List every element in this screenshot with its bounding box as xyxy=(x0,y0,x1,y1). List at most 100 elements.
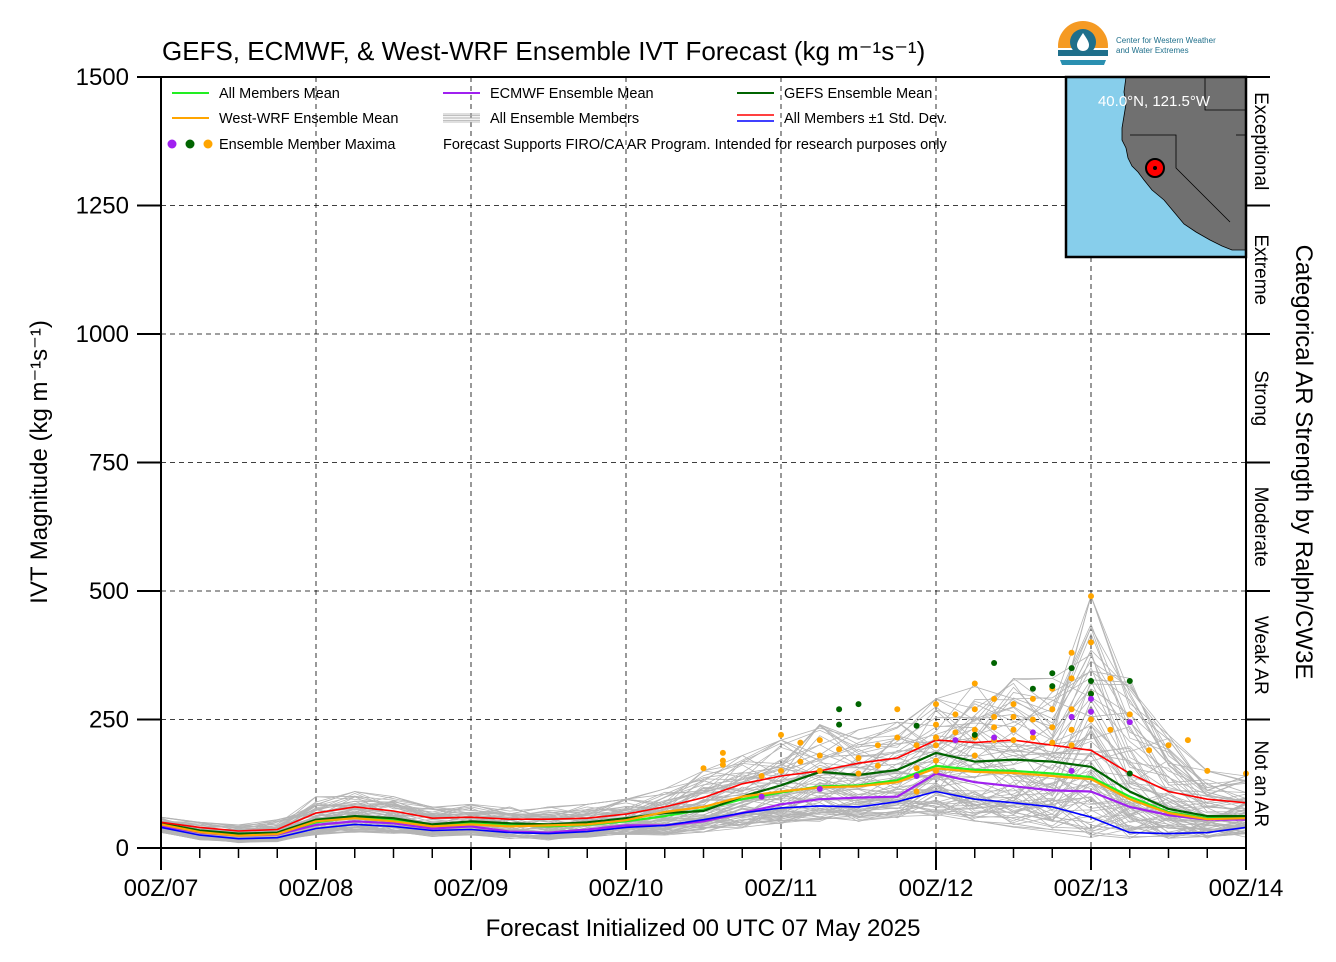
maxima-point xyxy=(1029,716,1036,723)
ensemble-member-line xyxy=(161,688,1246,830)
maxima-point xyxy=(719,749,726,756)
maxima-point xyxy=(836,721,843,728)
member-maxima xyxy=(700,593,1249,800)
ensemble-member-line xyxy=(161,679,1246,828)
x-tick-label: 00Z/10 xyxy=(589,875,664,902)
maxima-point xyxy=(1068,706,1075,713)
maxima-point xyxy=(855,701,862,708)
legend-swatch xyxy=(185,139,195,149)
series-line xyxy=(161,767,1246,837)
maxima-point xyxy=(913,742,920,749)
inset-coordinates: 40.0°N, 121.5°W xyxy=(1098,93,1211,110)
maxima-point xyxy=(1088,708,1094,715)
ensemble-member-line xyxy=(161,660,1246,826)
maxima-point xyxy=(991,724,998,731)
maxima-point xyxy=(933,721,939,728)
maxima-point xyxy=(1029,729,1036,736)
legend-swatch xyxy=(203,139,213,149)
x-tick-label: 00Z/14 xyxy=(1209,875,1284,902)
x-tick-label: 00Z/08 xyxy=(279,875,354,902)
series-line xyxy=(161,772,1246,837)
x-axis-label: Forecast Initialized 00 UTC 07 May 2025 xyxy=(486,915,921,942)
maxima-point xyxy=(1184,737,1191,744)
maxima-point xyxy=(758,773,765,779)
category-label: Weak AR xyxy=(1250,616,1271,695)
legend-label: All Members Mean xyxy=(219,86,340,102)
maxima-point xyxy=(1049,670,1056,677)
maxima-point xyxy=(913,722,920,729)
maxima-point xyxy=(1107,726,1114,733)
maxima-point xyxy=(816,737,823,744)
maxima-point xyxy=(894,734,901,741)
maxima-point xyxy=(855,755,862,761)
maxima-point xyxy=(971,706,978,713)
maxima-point xyxy=(913,788,920,795)
maxima-point xyxy=(1146,747,1153,754)
series-lines xyxy=(161,739,1246,840)
maxima-point xyxy=(1010,713,1017,720)
category-label: Not an AR xyxy=(1250,740,1271,827)
legend-label: Ensemble Member Maxima xyxy=(219,137,396,153)
maxima-point xyxy=(1165,742,1172,749)
maxima-point xyxy=(933,742,939,749)
ensemble-member-line xyxy=(161,796,1246,841)
series-line xyxy=(161,790,1246,840)
category-label: Extreme xyxy=(1250,234,1271,305)
maxima-point xyxy=(1049,683,1056,690)
y-tick-label: 250 xyxy=(89,707,129,734)
maxima-point xyxy=(933,767,939,774)
maxima-point xyxy=(836,746,843,753)
y-tick-label: 750 xyxy=(89,450,129,477)
ensemble-member-line xyxy=(161,725,1246,835)
maxima-point xyxy=(719,757,726,764)
logo-org-line2: and Water Extremes xyxy=(1116,46,1189,55)
x-tick-label: 00Z/11 xyxy=(745,875,818,902)
maxima-point xyxy=(991,695,998,702)
legend: All Members Mean ECMWF Ensemble Mean GEFS … xyxy=(167,86,947,153)
maxima-point xyxy=(1029,685,1036,692)
maxima-point xyxy=(1088,593,1094,600)
series-line xyxy=(161,739,1246,832)
maxima-point xyxy=(1068,649,1075,656)
x-tick-label: 00Z/07 xyxy=(124,875,199,902)
y-tick-label: 1000 xyxy=(76,321,129,348)
maxima-point xyxy=(1126,770,1133,777)
maxima-point xyxy=(1088,678,1094,684)
x-axis: 00Z/07 00Z/08 00Z/09 00Z/10 00Z/11 00Z/12 00Z/… xyxy=(124,848,1284,902)
maxima-point xyxy=(855,770,862,777)
chart-title: GEFS, ECMWF, & West-WRF Ensemble IVT For… xyxy=(162,36,925,66)
legend-swatch xyxy=(167,139,177,149)
y-axis: 0 250 500 750 1000 1250 1500 xyxy=(76,64,161,862)
maxima-point xyxy=(1010,701,1017,708)
ensemble-member-line xyxy=(161,632,1246,835)
maxima-point xyxy=(971,680,978,687)
maxima-point xyxy=(816,752,823,759)
y-tick-label: 500 xyxy=(89,578,129,605)
x-tick-label: 00Z/09 xyxy=(434,875,509,902)
maxima-point xyxy=(874,742,881,749)
maxima-point xyxy=(971,726,978,733)
right-axis-label: Categorical AR Strength by Ralph/CW3E xyxy=(1290,245,1317,680)
maxima-point xyxy=(952,729,959,736)
maxima-point xyxy=(836,706,843,713)
maxima-point xyxy=(1068,767,1075,774)
maxima-point xyxy=(1049,724,1056,731)
ensemble-member-line xyxy=(161,683,1246,833)
maxima-point xyxy=(991,660,998,666)
maxima-point xyxy=(874,762,881,769)
cw3e-logo: Center for Western Weather and Water Ext… xyxy=(1058,21,1216,72)
maxima-point xyxy=(719,761,726,768)
maxima-point xyxy=(1049,706,1056,713)
x-tick-label: 00Z/13 xyxy=(1054,875,1129,902)
maxima-point xyxy=(778,767,784,774)
maxima-point xyxy=(971,731,978,738)
category-label: Strong xyxy=(1250,370,1271,426)
maxima-point xyxy=(1049,739,1056,746)
y-axis-label: IVT Magnitude (kg m⁻¹s⁻¹) xyxy=(26,320,53,604)
maxima-point xyxy=(816,767,823,774)
logo-org-line1: Center for Western Weather xyxy=(1116,36,1216,45)
category-axis: Not an AR Weak AR Moderate Strong Extreme Exc… xyxy=(1246,76,1271,827)
ensemble-member-line xyxy=(161,623,1246,835)
ensemble-member-line xyxy=(161,697,1246,836)
